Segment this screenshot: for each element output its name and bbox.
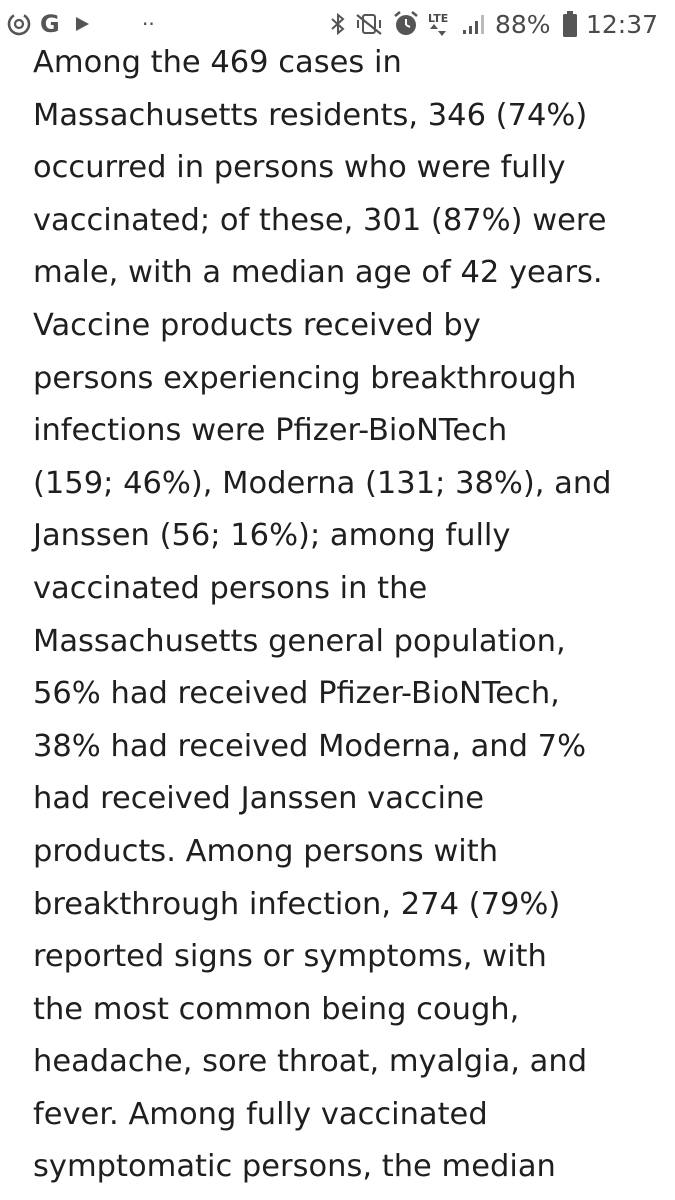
article-line: the most common being cough,	[33, 991, 520, 1027]
article-line: fever. Among fully vaccinated	[33, 1096, 488, 1132]
article-line: breakthrough infection, 274 (79%)	[33, 886, 561, 922]
article-line: Janssen (56; 16%); among fully	[33, 518, 511, 554]
data-saver-icon	[6, 0, 32, 48]
article-paragraph: Among the 469 cases in Massachusetts res…	[33, 37, 653, 1194]
status-bar: G ··	[0, 0, 675, 48]
article-line: Massachusetts residents, 346 (74%)	[33, 97, 588, 133]
article-line: reported signs or symptoms, with	[33, 939, 547, 975]
article-body: Among the 469 cases in Massachusetts res…	[33, 0, 653, 1194]
article-line: vaccinated; of these, 301 (87%) were	[33, 202, 607, 238]
overflow-dots: ··	[142, 12, 155, 36]
article-line: 56% had received Pfizer-BioNTech,	[33, 676, 560, 712]
lte-label: LTE	[428, 11, 449, 25]
article-line: (159; 46%), Moderna (131; 38%), and	[33, 465, 612, 501]
play-icon	[73, 0, 91, 48]
article-line: Vaccine products received by	[33, 307, 481, 343]
more-notifications-icon: ··	[142, 0, 155, 48]
article-line: Massachusetts general population,	[33, 623, 566, 659]
bluetooth-icon	[330, 0, 346, 48]
article-line: 38% had received Moderna, and 7%	[33, 728, 587, 764]
article-line: headache, sore throat, myalgia, and	[33, 1044, 588, 1080]
article-line: persons experiencing breakthrough	[33, 360, 577, 396]
article-line: vaccinated persons in the	[33, 570, 428, 606]
google-icon: G	[40, 0, 60, 48]
vibrate-mute-icon	[354, 0, 384, 48]
article-line: occurred in persons who were fully	[33, 150, 566, 186]
article-line: infections were Pfizer-BioNTech	[33, 413, 508, 449]
alarm-icon	[392, 0, 420, 48]
article-line: had received Janssen vaccine	[33, 781, 485, 817]
article-line: Among the 469 cases in	[33, 45, 402, 80]
lte-icon: LTE	[428, 0, 448, 48]
article-line: male, with a median age of 42 years.	[33, 255, 603, 291]
article-line: products. Among persons with	[33, 833, 499, 869]
clock: 12:37	[586, 9, 659, 39]
google-letter: G	[40, 10, 60, 38]
battery-icon	[562, 0, 578, 48]
signal-icon	[462, 0, 488, 48]
article-line: symptomatic persons, the median	[33, 1149, 556, 1185]
battery-percent: 88%	[495, 9, 551, 39]
